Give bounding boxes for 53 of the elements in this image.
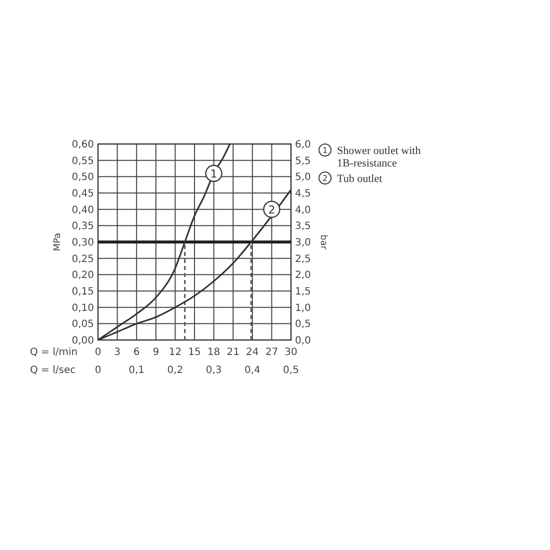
- x2-tick-label: 0,1: [128, 365, 145, 376]
- annotation: 2: [268, 203, 276, 216]
- y-tick-label: 0,50: [72, 172, 94, 184]
- y2-tick-label: 4,0: [295, 204, 311, 216]
- x-tick-label: 27: [265, 347, 278, 358]
- y-tick-label: 0,60: [72, 140, 94, 150]
- annotation: 1: [210, 167, 218, 180]
- y-tick-label: 0,45: [72, 188, 94, 200]
- y2-tick-label: 0,5: [295, 319, 311, 330]
- x2-tick-label: 0,3: [206, 365, 222, 376]
- y2-tick-label: 0,0: [295, 336, 311, 346]
- x2-tick-label: 0,5: [283, 365, 299, 376]
- x2-axis-title: Q = l/sec: [30, 365, 76, 376]
- y-tick-label: 0,25: [72, 254, 94, 265]
- x-tick-label: 12: [168, 347, 182, 358]
- y-tick-label: 0,30: [72, 238, 94, 248]
- y2-tick-label: 2,5: [295, 254, 311, 265]
- text: 1: [322, 146, 328, 155]
- x2-tick-label: 0,2: [167, 365, 184, 376]
- x-tick-label: 30: [284, 347, 298, 358]
- x-tick-label: 0: [94, 347, 102, 358]
- y2-tick-label: 4,5: [295, 188, 311, 200]
- y-tick-label: 0,40: [72, 204, 94, 216]
- x-tick-label: 15: [188, 347, 201, 358]
- y2-tick-label: 3,5: [295, 221, 311, 232]
- x-tick-label: 9: [152, 347, 160, 358]
- x-tick-label: 6: [133, 347, 140, 358]
- y2-tick-label: 5,0: [295, 172, 311, 184]
- y2-tick-label: 3,0: [295, 238, 311, 248]
- x-tick-label: 3: [114, 347, 120, 358]
- y-tick-label: 0,00: [72, 336, 94, 346]
- y-tick-label: 0,35: [72, 221, 94, 232]
- y2-axis-title: bar: [318, 234, 328, 250]
- y-tick-label: 0,20: [72, 270, 94, 282]
- y2-tick-label: 1,0: [295, 302, 311, 314]
- y-tick-label: 0,10: [72, 302, 94, 314]
- y2-tick-label: 2,0: [295, 270, 311, 282]
- y2-tick-label: 1,5: [295, 286, 311, 298]
- x-axis-title: Q = l/min: [30, 347, 78, 358]
- y2-tick-label: 5,5: [295, 156, 311, 167]
- x-tick-label: 24: [246, 347, 259, 358]
- x-tick-label: 21: [226, 347, 240, 358]
- y2-tick-label: 6,0: [295, 140, 311, 150]
- y-tick-label: 0,05: [72, 319, 94, 330]
- y-tick-label: 0,55: [72, 156, 94, 167]
- legend-label: Tub outlet: [337, 172, 382, 185]
- x2-tick-label: 0: [94, 365, 102, 376]
- y-tick-label: 0,15: [72, 286, 94, 298]
- y-axis-title: MPa: [53, 232, 63, 252]
- x2-tick-label: 0,4: [244, 365, 260, 376]
- text: 2: [322, 174, 328, 183]
- legend-label: Shower outlet with 1B-resistance: [337, 144, 422, 170]
- x-tick-label: 18: [207, 347, 220, 358]
